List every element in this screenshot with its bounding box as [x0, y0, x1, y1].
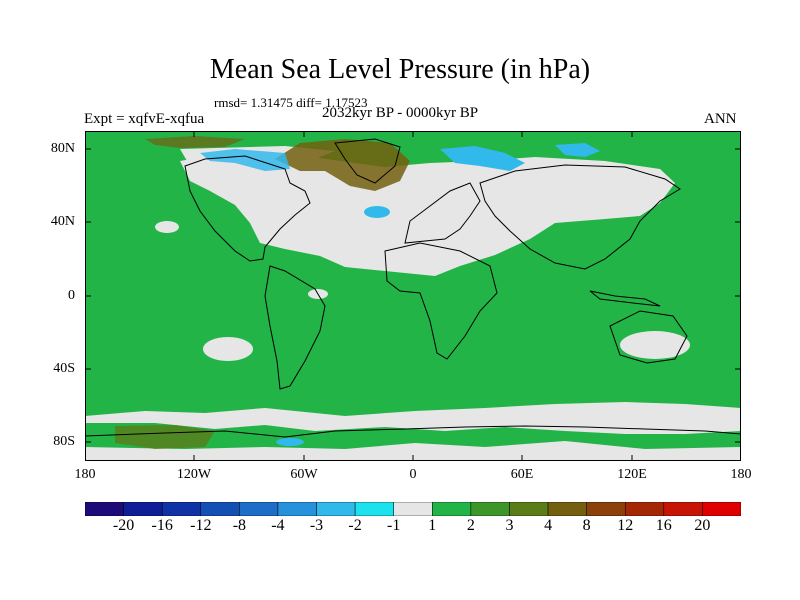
colorbar-label: 16 [655, 517, 672, 534]
negative-anomaly-scandinavia [440, 146, 525, 171]
colorbar-label: 4 [544, 517, 553, 534]
coastline-north-america [184, 155, 311, 262]
green-band-antarctic [85, 423, 741, 449]
colorbar-swatch [547, 502, 587, 516]
colorbar-swatch [470, 502, 510, 516]
pressure-map [85, 131, 741, 461]
coastline-africa [384, 242, 498, 360]
colorbar-label: 8 [582, 517, 591, 534]
lon-ticks [193, 131, 633, 461]
coastline-south-america [264, 265, 326, 390]
colorbar-swatch [663, 502, 703, 516]
colorbar-label: 3 [505, 517, 514, 534]
colorbar-swatch [432, 502, 472, 516]
lat-label-0: 0 [68, 288, 75, 303]
positive-anomaly-greenland [275, 139, 410, 191]
colorbar-swatch [354, 502, 394, 516]
lon-label-0: 0 [409, 467, 417, 482]
colorbar-swatch [85, 502, 124, 516]
lat-ticks [85, 148, 741, 443]
colorbar-label: 1 [428, 517, 437, 534]
positive-anomaly-arctic-west [145, 136, 245, 148]
colorbar-label: -4 [271, 517, 285, 534]
period-label: 2032kyr BP - 0000kyr BP [322, 105, 479, 121]
colorbar-label: 20 [694, 517, 711, 534]
colorbar-swatch [200, 502, 240, 516]
colorbar [85, 502, 741, 516]
negative-anomaly-canada [200, 149, 290, 171]
season-label: ANN [704, 111, 737, 127]
positive-anomaly-antarctic [115, 425, 215, 449]
negative-anomaly-arctic-east [555, 143, 600, 157]
coastline-greenland [334, 138, 401, 184]
colorbar-label: -2 [348, 517, 362, 534]
lat-label-80n: 80N [50, 141, 75, 156]
colorbar-swatch [123, 502, 163, 516]
lat-label-40s: 40S [53, 361, 75, 376]
colorbar-swatch [624, 502, 665, 516]
coastline-australia [609, 310, 688, 364]
colorbar-swatch [702, 502, 741, 516]
colorbar-label: -12 [190, 517, 212, 534]
colorbar-swatch [393, 502, 433, 516]
lon-label-60w: 60W [290, 467, 318, 482]
colorbar-label: 2 [466, 517, 475, 534]
coastlines [85, 138, 741, 438]
lon-label-120w: 120W [176, 467, 212, 482]
stats-label: rmsd= 1.31475 diff= 1.17523 [214, 95, 368, 110]
colorbar-swatch [161, 502, 202, 516]
neutral-region-north-eurasia [180, 151, 675, 276]
colorbar-swatch [586, 502, 626, 516]
lon-label-60e: 60E [510, 467, 534, 482]
colorbar-label: -20 [112, 517, 135, 534]
coastline-indonesia [589, 290, 661, 307]
lat-label-80s: 80S [53, 434, 75, 449]
lon-label-180e: 180 [730, 467, 752, 482]
colorbar-label: -16 [151, 517, 173, 534]
colorbar-label: 12 [617, 517, 634, 534]
neutral-region-south-pacific-east [620, 331, 690, 359]
coastline-europe [404, 182, 481, 244]
coastline-antarctica [85, 425, 741, 438]
plot-title: Mean Sea Level Pressure (in hPa) [209, 54, 591, 85]
neutral-region-south-pacific [203, 337, 253, 361]
negative-anomaly-antarctic [276, 438, 304, 446]
lon-label-180w: 180 [74, 467, 96, 482]
colorbar-swatch [509, 502, 549, 516]
colorbar-swatch [277, 502, 317, 516]
coastline-asia [479, 164, 681, 270]
lon-label-120e: 120E [617, 467, 647, 482]
colorbar-label: -8 [232, 517, 247, 534]
negative-anomaly-siberia [364, 206, 390, 218]
colorbar-swatch [316, 502, 356, 516]
neutral-region-pacific-island [155, 221, 179, 233]
lat-label-40n: 40N [50, 214, 75, 229]
colorbar-label: -1 [387, 517, 401, 534]
colorbar-label: -3 [309, 517, 324, 534]
experiment-label: Expt = xqfvE-xqfua [84, 111, 205, 127]
colorbar-swatch [239, 502, 279, 516]
